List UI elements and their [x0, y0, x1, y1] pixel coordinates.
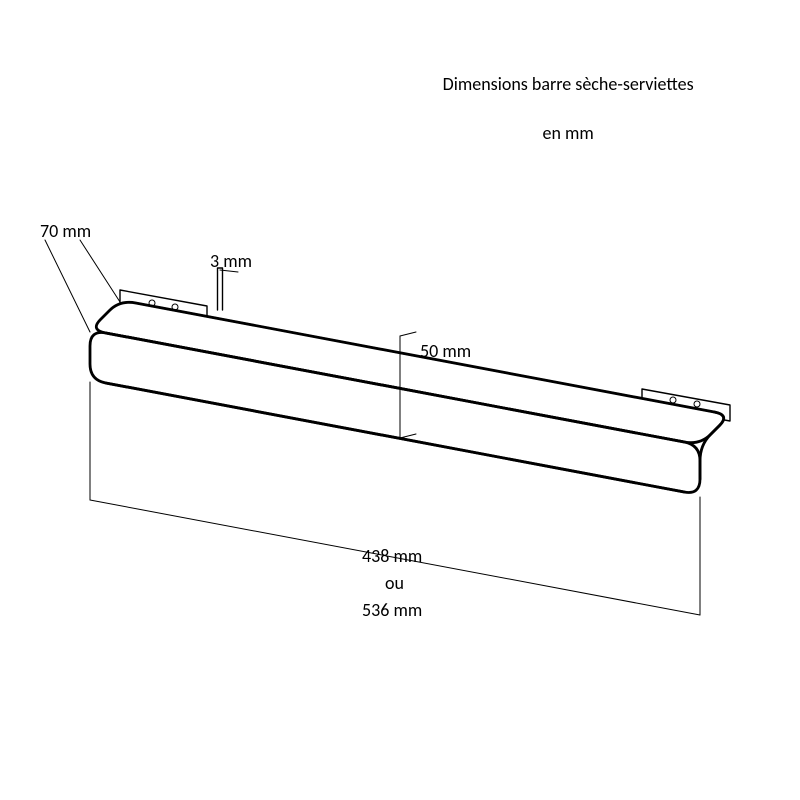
diagram-svg — [0, 0, 800, 800]
diagram-stage: Dimensions barre sèche-serviettes en mm … — [0, 0, 800, 800]
